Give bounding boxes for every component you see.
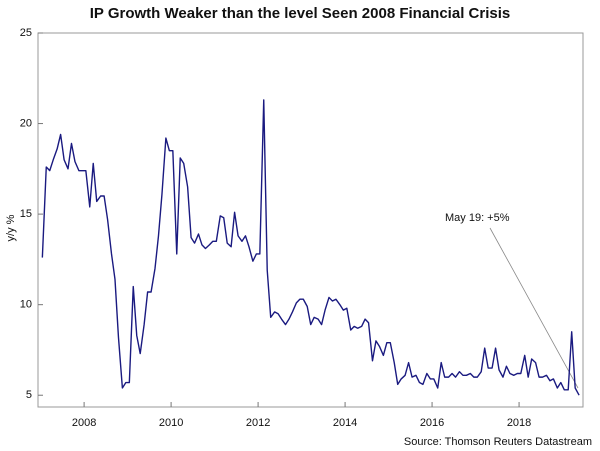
- y-tick-label: 15: [20, 208, 32, 220]
- x-tick-label: 2010: [159, 417, 183, 429]
- annotation: May 19: +5%: [445, 212, 510, 224]
- annotation-pointer: [489, 227, 579, 389]
- y-tick-label: 20: [20, 117, 32, 129]
- source-note: Source: Thomson Reuters Datastream: [404, 436, 592, 448]
- x-tick-label: 2008: [72, 417, 96, 429]
- x-tick-label: 2016: [420, 417, 444, 429]
- y-tick-label: 10: [20, 299, 32, 311]
- x-tick-label: 2018: [507, 417, 531, 429]
- plot-frame: [37, 32, 584, 408]
- chart-title: IP Growth Weaker than the level Seen 200…: [90, 5, 510, 22]
- data-line: [41, 99, 580, 396]
- x-tick-label: 2014: [333, 417, 357, 429]
- y-axis-label: y/y %: [5, 214, 17, 241]
- y-tick-label: 5: [26, 389, 32, 401]
- y-tick-label: 25: [20, 27, 32, 39]
- x-tick-label: 2012: [246, 417, 270, 429]
